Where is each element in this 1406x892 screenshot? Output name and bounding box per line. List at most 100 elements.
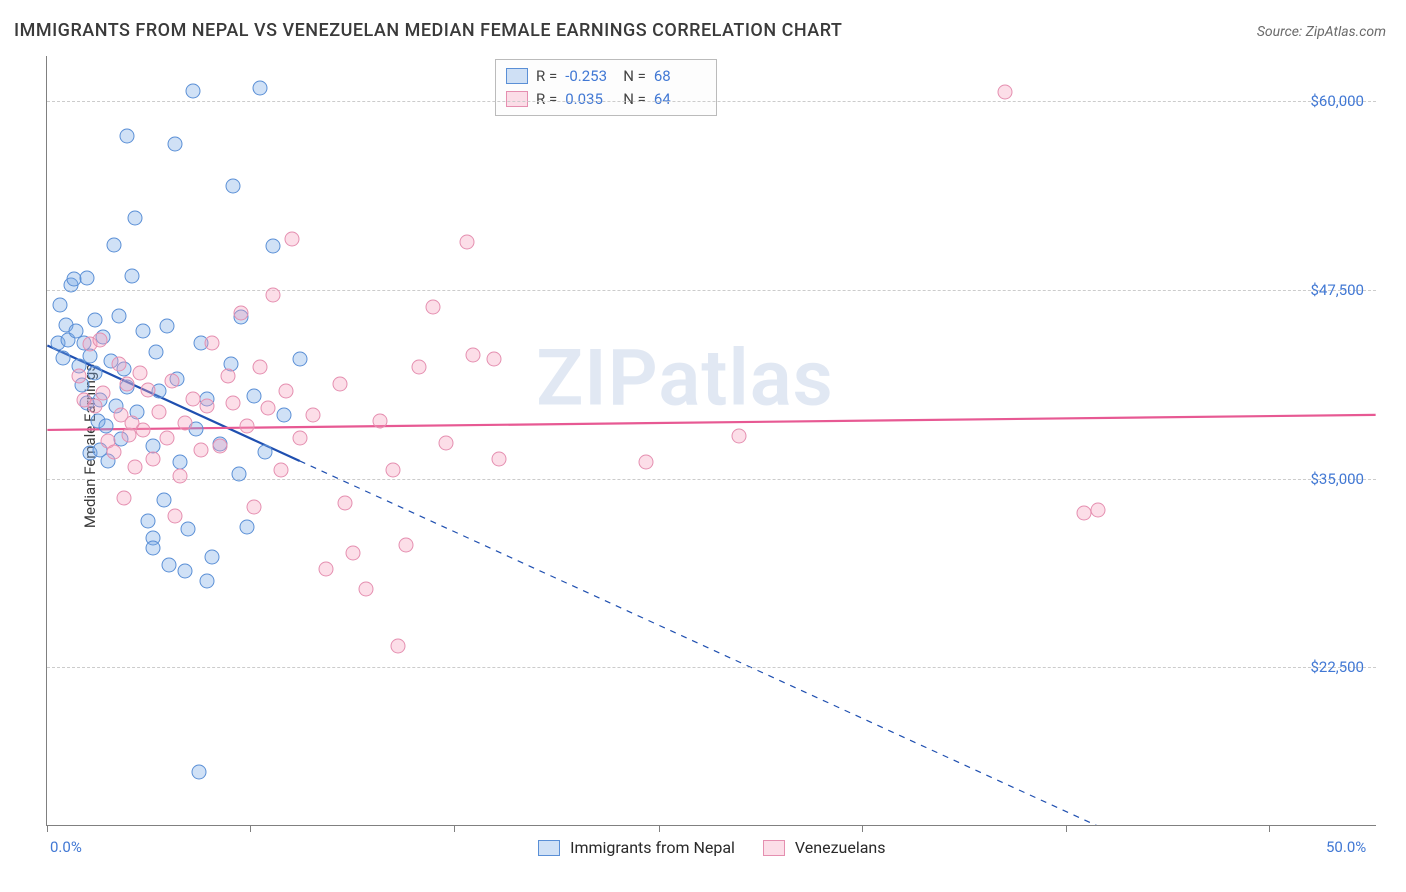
data-point (226, 396, 241, 411)
data-point (274, 462, 289, 477)
data-point (231, 467, 246, 482)
chart-title: IMMIGRANTS FROM NEPAL VS VENEZUELAN MEDI… (14, 20, 842, 41)
data-point (173, 468, 188, 483)
x-tick (454, 825, 455, 832)
data-point (359, 581, 374, 596)
data-point (306, 408, 321, 423)
data-point (486, 352, 501, 367)
data-point (87, 313, 102, 328)
source-value: ZipAtlas.com (1306, 24, 1386, 40)
data-point (332, 376, 347, 391)
scatter-plot-area: ZIPatlas R =-0.253N =68R =0.035N =64 $22… (46, 56, 1376, 826)
data-point (106, 237, 121, 252)
data-point (292, 430, 307, 445)
data-point (191, 764, 206, 779)
data-point (141, 382, 156, 397)
data-point (385, 462, 400, 477)
data-point (266, 287, 281, 302)
data-point (125, 415, 140, 430)
stat-N-value: 64 (654, 88, 706, 111)
data-point (234, 305, 249, 320)
data-point (87, 366, 102, 381)
data-point (204, 335, 219, 350)
data-point (186, 83, 201, 98)
data-point (119, 129, 134, 144)
data-point (276, 408, 291, 423)
gridline (47, 667, 1376, 668)
data-point (180, 521, 195, 536)
data-point (284, 231, 299, 246)
data-point (638, 455, 653, 470)
data-point (252, 360, 267, 375)
data-point (127, 210, 142, 225)
data-point (199, 574, 214, 589)
stat-R-value: 0.035 (565, 88, 617, 111)
data-point (111, 308, 126, 323)
data-point (226, 178, 241, 193)
data-point (220, 369, 235, 384)
stat-N-label: N = (623, 65, 646, 88)
x-axis-min-label: 0.0% (50, 838, 82, 856)
stat-R-label: R = (536, 65, 557, 88)
series-swatch (506, 91, 528, 107)
data-point (159, 430, 174, 445)
data-point (53, 298, 68, 313)
x-tick (1066, 825, 1067, 832)
data-point (55, 350, 70, 365)
data-point (492, 452, 507, 467)
data-point (178, 415, 193, 430)
y-tick-label: $60,000 (1310, 92, 1364, 110)
data-point (204, 550, 219, 565)
data-point (337, 495, 352, 510)
data-point (159, 319, 174, 334)
data-point (412, 360, 427, 375)
stat-R-value: -0.253 (565, 65, 617, 88)
y-tick-label: $35,000 (1310, 470, 1364, 488)
data-point (439, 435, 454, 450)
legend-swatch (538, 840, 560, 856)
data-point (167, 136, 182, 151)
correlation-stats-box: R = -0.253 N = 68 R = 0.035 N = 64 (495, 59, 717, 116)
y-tick-label: $47,500 (1310, 281, 1364, 299)
data-point (133, 366, 148, 381)
data-point (135, 323, 150, 338)
x-tick (250, 825, 251, 832)
y-tick-label: $22,500 (1310, 658, 1364, 676)
legend-item: Venezuelans (763, 838, 886, 857)
data-point (372, 414, 387, 429)
stat-N-label: N = (623, 88, 646, 111)
data-point (194, 443, 209, 458)
stats-row: R = -0.253 N = 68 (506, 65, 706, 88)
legend-label: Venezuelans (795, 838, 886, 857)
data-point (162, 557, 177, 572)
stat-N-value: 68 (654, 65, 706, 88)
data-point (391, 639, 406, 654)
data-point (87, 399, 102, 414)
data-point (460, 234, 475, 249)
gridline (47, 290, 1376, 291)
legend-label: Immigrants from Nepal (570, 838, 735, 857)
data-point (125, 269, 140, 284)
data-point (252, 80, 267, 95)
data-point (106, 444, 121, 459)
data-point (319, 562, 334, 577)
trend-lines-layer (47, 56, 1376, 825)
data-point (178, 563, 193, 578)
x-axis-max-label: 50.0% (1326, 838, 1366, 856)
gridline (47, 101, 1376, 102)
data-point (141, 514, 156, 529)
data-point (98, 418, 113, 433)
stat-R-label: R = (536, 88, 557, 111)
x-tick (47, 825, 48, 832)
x-tick (1269, 825, 1270, 832)
data-point (165, 373, 180, 388)
data-point (266, 239, 281, 254)
data-point (279, 384, 294, 399)
data-point (1090, 503, 1105, 518)
data-point (157, 492, 172, 507)
data-point (239, 520, 254, 535)
data-point (111, 357, 126, 372)
data-point (292, 352, 307, 367)
data-point (151, 405, 166, 420)
data-point (167, 509, 182, 524)
